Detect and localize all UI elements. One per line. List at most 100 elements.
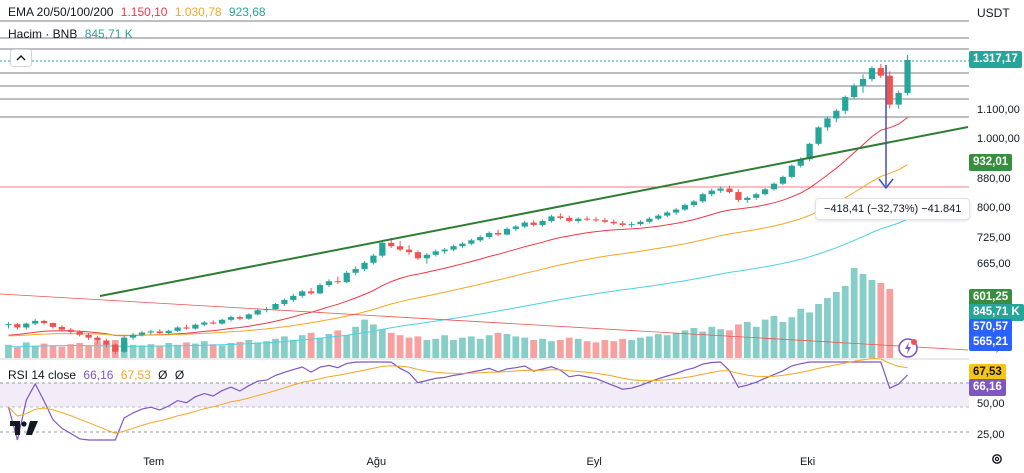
candle-body (450, 246, 457, 250)
candle-body (539, 221, 546, 225)
candle-body (245, 314, 252, 319)
tradingview-logo[interactable] (10, 420, 38, 440)
volume-bar (76, 343, 84, 358)
ema100-line (8, 218, 908, 348)
candle-body (210, 322, 217, 324)
candle-body (308, 291, 315, 294)
candle-body (851, 85, 858, 98)
candle-body (352, 269, 359, 273)
volume-bar (548, 341, 555, 358)
volume-bar (316, 337, 324, 358)
volume-bar (5, 344, 12, 358)
volume-bar (334, 330, 342, 358)
candle-body (316, 285, 324, 294)
candle-body (40, 320, 48, 324)
candle-body (5, 324, 12, 326)
volume-bar (138, 345, 146, 358)
candle-body (770, 183, 778, 190)
volume-bar (485, 335, 493, 358)
candle-body (49, 323, 57, 327)
candle-body (23, 323, 30, 328)
candle-body (646, 218, 653, 222)
rsi-legend-value-1: 66,16 (83, 368, 114, 382)
alert-icon[interactable] (897, 337, 919, 364)
volume-bar (405, 337, 413, 358)
volume-bar (841, 286, 849, 358)
price-axis-tick: 1.000,00 (977, 133, 1020, 145)
volume-bar (832, 292, 840, 358)
candle-body (619, 223, 626, 225)
volume-bar (156, 346, 164, 358)
last-price-badge: 1.317,17 (969, 51, 1022, 68)
candle-body (370, 255, 377, 263)
volume-bar (859, 274, 867, 358)
volume-bar (22, 342, 30, 358)
ema-lines (8, 117, 908, 348)
volume-bar (387, 332, 395, 358)
gear-icon[interactable] (990, 452, 1004, 471)
volume-bar (165, 343, 173, 358)
candle-body (886, 75, 893, 105)
candle-body (272, 303, 279, 310)
candle-body (762, 189, 769, 195)
rsi-ma-badge: 67,53 (969, 364, 1006, 381)
candle-body (343, 272, 350, 283)
time-axis-label: Eyl (587, 456, 602, 468)
volume-bar (94, 341, 101, 358)
ema-badge: 932,01 (969, 154, 1013, 171)
volume-bar (628, 340, 635, 358)
price-axis-tick: 665,00 (977, 258, 1011, 270)
volume-legend: Hacim · BNB 845,71 K (8, 27, 137, 41)
chevron-up-icon[interactable] (10, 49, 32, 67)
candle-body (379, 242, 386, 256)
ema-legend-value-1: 1.150,10 (120, 5, 168, 19)
volume-bar (877, 283, 885, 358)
candle-body (824, 118, 831, 128)
candle-body (512, 226, 519, 229)
candle-body (103, 340, 110, 345)
volume-legend-label: Hacim · BNB (8, 27, 78, 41)
price-axis[interactable]: 1.100,00 1.000,00 880,00 800,00 725,00 665,00… (969, 0, 1024, 473)
candle-body (690, 201, 698, 206)
drawings (0, 65, 969, 351)
volume-bar (646, 336, 653, 358)
candle-body (575, 218, 582, 222)
currency-selector[interactable]: USDT (977, 6, 1010, 20)
volume-bar (13, 347, 21, 358)
candle-body (227, 317, 235, 320)
volume-bar (503, 334, 511, 358)
candle-body (797, 159, 804, 166)
candles (5, 54, 911, 355)
candle-body (753, 194, 760, 198)
volume-bar (663, 335, 671, 358)
volume-bar (378, 329, 386, 358)
candle-body (236, 317, 244, 319)
candle-body (637, 221, 644, 225)
candle-body (530, 222, 537, 225)
candle-body (441, 249, 448, 252)
volume-bar (183, 342, 190, 358)
volume-bar (67, 344, 75, 358)
candle-body (664, 212, 671, 216)
trend-line (99, 126, 969, 297)
volume-bar (735, 324, 742, 358)
volume-bar (227, 343, 235, 358)
candle-body (779, 176, 787, 184)
volume-bar (619, 338, 627, 358)
candle-body (806, 143, 813, 160)
volume-bar (788, 317, 796, 358)
rsi-axis-tick: 25,00 (977, 429, 1005, 441)
candle-body (904, 60, 911, 93)
rsi-badge: 66,16 (969, 379, 1006, 396)
candle-body (32, 320, 39, 324)
volume-legend-value: 845,71 K (84, 27, 133, 41)
volume-bar (690, 328, 698, 358)
volume-bar (423, 340, 431, 358)
volume-bar (281, 336, 288, 358)
volume-bar (512, 336, 520, 358)
grid-lines (0, 20, 969, 360)
chart-canvas[interactable]: Tem Ağu Eyl Eki (0, 0, 969, 473)
volume-bar (681, 330, 689, 358)
volume-bar (396, 335, 404, 358)
candle-body (254, 310, 261, 315)
